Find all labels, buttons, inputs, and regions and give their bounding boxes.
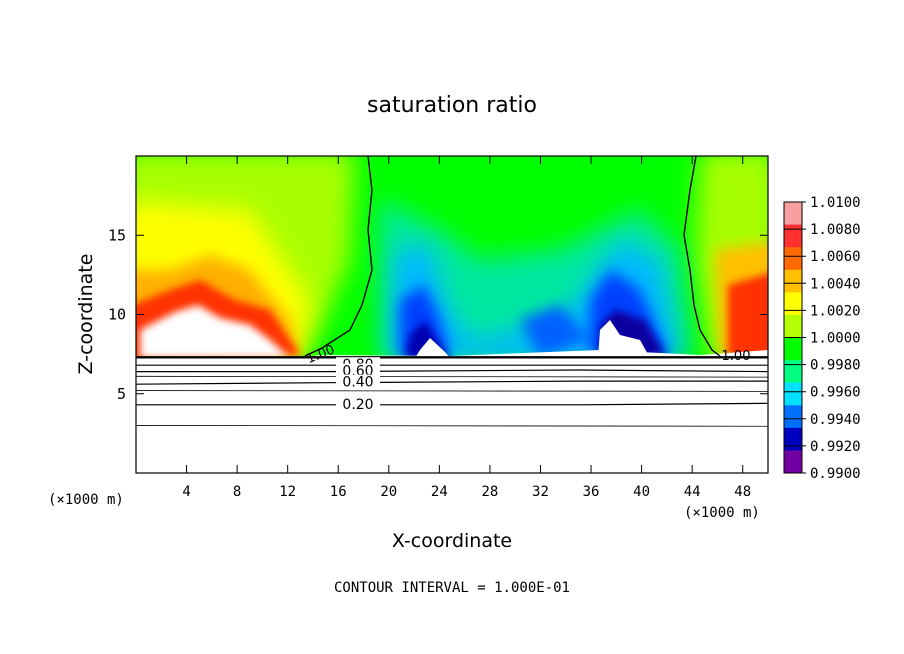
y-tick-label: 10 <box>108 306 126 324</box>
x-tick-label: 40 <box>633 484 650 500</box>
x-axis-ticks: 4 8 12 16 20 24 28 32 36 40 44 48 <box>182 156 751 500</box>
contour-label-bg <box>336 396 380 409</box>
colorbar-label: 0.9980 <box>810 358 861 374</box>
contour-0.20 <box>136 402 768 406</box>
x-tick-label: 4 <box>182 484 190 500</box>
colorbar-label: 0.9960 <box>810 385 861 401</box>
x-unit-right: (×1000 m) <box>684 505 760 521</box>
contour-minor <box>136 425 768 427</box>
contour-label-0.20: 0.20 <box>342 397 373 413</box>
colorbar-swatch <box>784 337 802 361</box>
y-tick-label: 5 <box>117 385 126 403</box>
x-tick-label: 36 <box>583 484 600 500</box>
contour-0.40 <box>136 380 768 385</box>
colorbar-label: 1.0060 <box>810 249 861 265</box>
colorbar-label: 0.9940 <box>810 412 861 428</box>
contour-lines <box>136 356 768 427</box>
x-tick-label: 8 <box>233 484 241 500</box>
x-tick-label: 48 <box>734 484 751 500</box>
heatmap-field <box>136 156 768 358</box>
x-unit-left: (×1000 m) <box>48 492 124 508</box>
colorbar-label: 1.0080 <box>810 222 861 238</box>
colorbar-swatch <box>784 314 802 338</box>
y-axis-label: Z-coordinate <box>75 254 97 375</box>
contour-minor <box>136 390 768 392</box>
colorbar-label: 0.9900 <box>810 466 861 482</box>
colorbar-swatch <box>784 247 802 271</box>
contour-label-0.40: 0.40 <box>342 375 373 391</box>
contour-minor <box>136 375 768 378</box>
colorbar-swatch <box>784 382 802 406</box>
x-tick-label: 12 <box>279 484 296 500</box>
colorbar-swatch <box>784 427 802 451</box>
colorbar-swatch <box>784 202 802 226</box>
y-axis-ticks: 5 10 15 <box>108 226 768 403</box>
chart-title: saturation ratio <box>367 93 537 118</box>
x-tick-label: 24 <box>431 484 448 500</box>
y-tick-label: 15 <box>108 226 126 244</box>
colorbar-label: 0.9920 <box>810 439 861 455</box>
contour-0.60 <box>136 369 768 373</box>
contour-label-bg <box>336 374 380 387</box>
colorbar: 1.0100 1.0080 1.0060 1.0040 1.0020 1.0000 0.99… <box>783 195 861 482</box>
contour-1.00-left <box>304 156 373 357</box>
x-tick-label: 32 <box>532 484 549 500</box>
x-tick-label: 16 <box>330 484 347 500</box>
x-tick-label: 28 <box>481 484 498 500</box>
colorbar-label: 1.0020 <box>810 303 861 319</box>
colorbar-label: 1.0100 <box>810 195 861 211</box>
colorbar-swatch <box>784 360 802 384</box>
colorbar-swatch <box>784 224 802 248</box>
colorbar-swatch <box>784 292 802 316</box>
contour-label-bg <box>336 363 380 376</box>
contour-1.00-right <box>683 156 721 357</box>
colorbar-label: 1.0000 <box>810 331 861 347</box>
colorbar-swatch <box>784 405 802 429</box>
x-axis-label: X-coordinate <box>392 530 512 552</box>
colorbar-swatch <box>784 450 802 474</box>
contour-interval-note: CONTOUR INTERVAL = 1.000E-01 <box>334 580 570 596</box>
x-tick-label: 44 <box>684 484 701 500</box>
colorbar-label: 1.0040 <box>810 276 861 292</box>
colorbar-swatch <box>784 269 802 293</box>
contour-label-1.00-right: 1.00 <box>722 349 751 364</box>
x-tick-label: 20 <box>380 484 397 500</box>
